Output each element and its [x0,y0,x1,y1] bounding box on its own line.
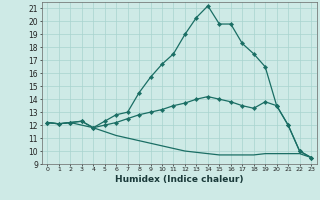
X-axis label: Humidex (Indice chaleur): Humidex (Indice chaleur) [115,175,244,184]
